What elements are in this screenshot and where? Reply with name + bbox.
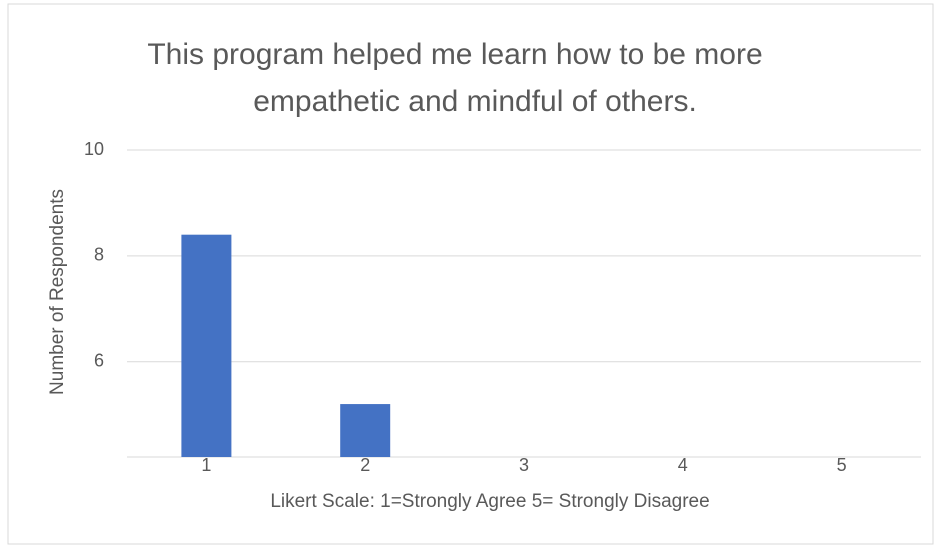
chart-border [7, 3, 934, 545]
bar [181, 234, 232, 457]
chart-title: This program helped me learn how to be m… [147, 38, 762, 71]
y-tick-label: 8 [94, 245, 104, 265]
x-tick-label: 4 [678, 455, 688, 475]
x-tick-label: 1 [201, 455, 211, 475]
chart-title: empathetic and mindful of others. [253, 85, 697, 118]
x-tick-label: 5 [837, 455, 847, 475]
x-axis-label: Likert Scale: 1=Strongly Agree 5= Strong… [270, 491, 709, 512]
x-tick-label: 3 [519, 455, 529, 475]
y-tick-label: 6 [94, 350, 104, 370]
x-tick-label: 2 [360, 455, 370, 475]
bar [340, 404, 391, 457]
y-tick-label: 10 [84, 139, 104, 159]
y-axis-label: Number of Respondents [47, 189, 68, 395]
